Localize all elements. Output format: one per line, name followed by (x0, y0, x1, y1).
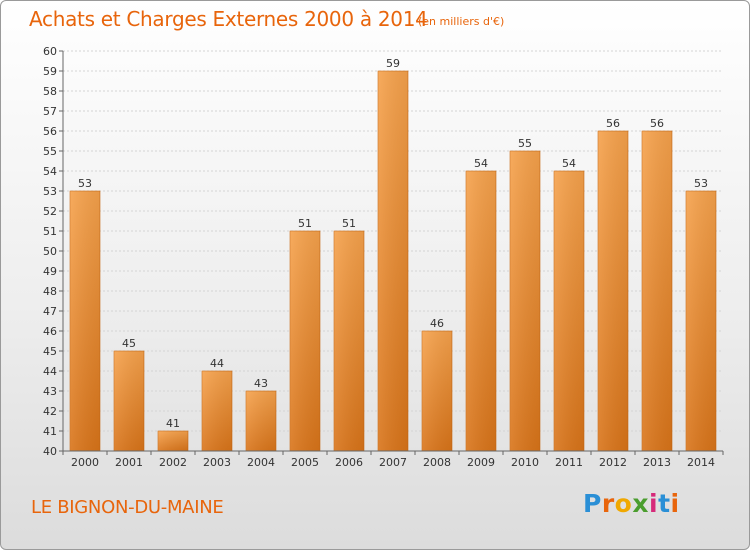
chart-frame: Achats et Charges Externes 2000 à 2014 (… (0, 0, 750, 550)
bar-shade (598, 131, 628, 451)
data-label: 59 (386, 57, 400, 70)
y-tick-label: 46 (43, 325, 57, 338)
data-label: 54 (562, 157, 576, 170)
x-tick-label: 2012 (599, 456, 627, 469)
data-label: 56 (606, 117, 620, 130)
x-tick-label: 2006 (335, 456, 363, 469)
logo-letter: t (658, 489, 670, 518)
y-tick-label: 57 (43, 105, 57, 118)
logo-letter: x (632, 489, 649, 518)
y-tick-label: 48 (43, 285, 57, 298)
x-tick-label: 2011 (555, 456, 583, 469)
x-tick-label: 2009 (467, 456, 495, 469)
data-label: 53 (694, 177, 708, 190)
bar-shade (114, 351, 144, 451)
proxiti-logo: Proxiti (583, 489, 680, 518)
logo-letter: o (615, 489, 633, 518)
y-tick-label: 47 (43, 305, 57, 318)
y-tick-label: 59 (43, 65, 57, 78)
data-label: 46 (430, 317, 444, 330)
logo-letter: P (583, 489, 602, 518)
bar-chart: 40 41 42 43 44 45 46 47 48 49 50 51 52 53 54 55 56 57 58 59… (1, 1, 750, 550)
y-tick-label: 60 (43, 45, 57, 58)
y-axis-ticks: 40 41 42 43 44 45 46 47 48 49 50 51 52 53 54 55 56 57 58 59… (43, 45, 63, 458)
y-tick-label: 45 (43, 345, 57, 358)
x-tick-label: 2014 (687, 456, 715, 469)
x-tick-label: 2004 (247, 456, 275, 469)
x-tick-label: 2005 (291, 456, 319, 469)
x-tick-label: 2000 (71, 456, 99, 469)
bars: 53 45 41 44 43 51 51 59 46 54 55 54 56 56 53 (70, 57, 716, 451)
y-tick-label: 58 (43, 85, 57, 98)
data-label: 43 (254, 377, 268, 390)
y-tick-label: 53 (43, 185, 57, 198)
data-label: 44 (210, 357, 224, 370)
x-tick-label: 2013 (643, 456, 671, 469)
bar-shade (422, 331, 452, 451)
logo-letter: r (602, 489, 615, 518)
x-axis-ticks: 2000 2001 2002 2003 2004 2005 2006 2007 2008 2009… (63, 451, 723, 469)
y-tick-label: 43 (43, 385, 57, 398)
x-tick-label: 2008 (423, 456, 451, 469)
y-tick-label: 50 (43, 245, 57, 258)
y-tick-label: 42 (43, 405, 57, 418)
y-tick-label: 52 (43, 205, 57, 218)
x-tick-label: 2007 (379, 456, 407, 469)
data-label: 55 (518, 137, 532, 150)
x-tick-label: 2003 (203, 456, 231, 469)
bar-shade (334, 231, 364, 451)
y-tick-label: 44 (43, 365, 57, 378)
data-label: 41 (166, 417, 180, 430)
data-label: 51 (342, 217, 356, 230)
y-tick-label: 55 (43, 145, 57, 158)
logo-letter: i (649, 489, 658, 518)
y-tick-label: 49 (43, 265, 57, 278)
bar-shade (290, 231, 320, 451)
data-label: 54 (474, 157, 488, 170)
logo-letter: i (671, 489, 680, 518)
place-name: LE BIGNON-DU-MAINE (31, 497, 223, 518)
data-label: 56 (650, 117, 664, 130)
bar-shade (686, 191, 716, 451)
y-tick-label: 54 (43, 165, 57, 178)
y-tick-label: 40 (43, 445, 57, 458)
bar-shade (554, 171, 584, 451)
bar-shade (510, 151, 540, 451)
bar-shade (70, 191, 100, 451)
bar-shade (378, 71, 408, 451)
x-tick-label: 2001 (115, 456, 143, 469)
bar-shade (202, 371, 232, 451)
bar-shade (642, 131, 672, 451)
y-tick-label: 41 (43, 425, 57, 438)
data-label: 51 (298, 217, 312, 230)
bar-shade (246, 391, 276, 451)
x-tick-label: 2010 (511, 456, 539, 469)
x-tick-label: 2002 (159, 456, 187, 469)
y-tick-label: 51 (43, 225, 57, 238)
data-label: 53 (78, 177, 92, 190)
y-tick-label: 56 (43, 125, 57, 138)
bar-shade (158, 431, 188, 451)
bar-shade (466, 171, 496, 451)
data-label: 45 (122, 337, 136, 350)
